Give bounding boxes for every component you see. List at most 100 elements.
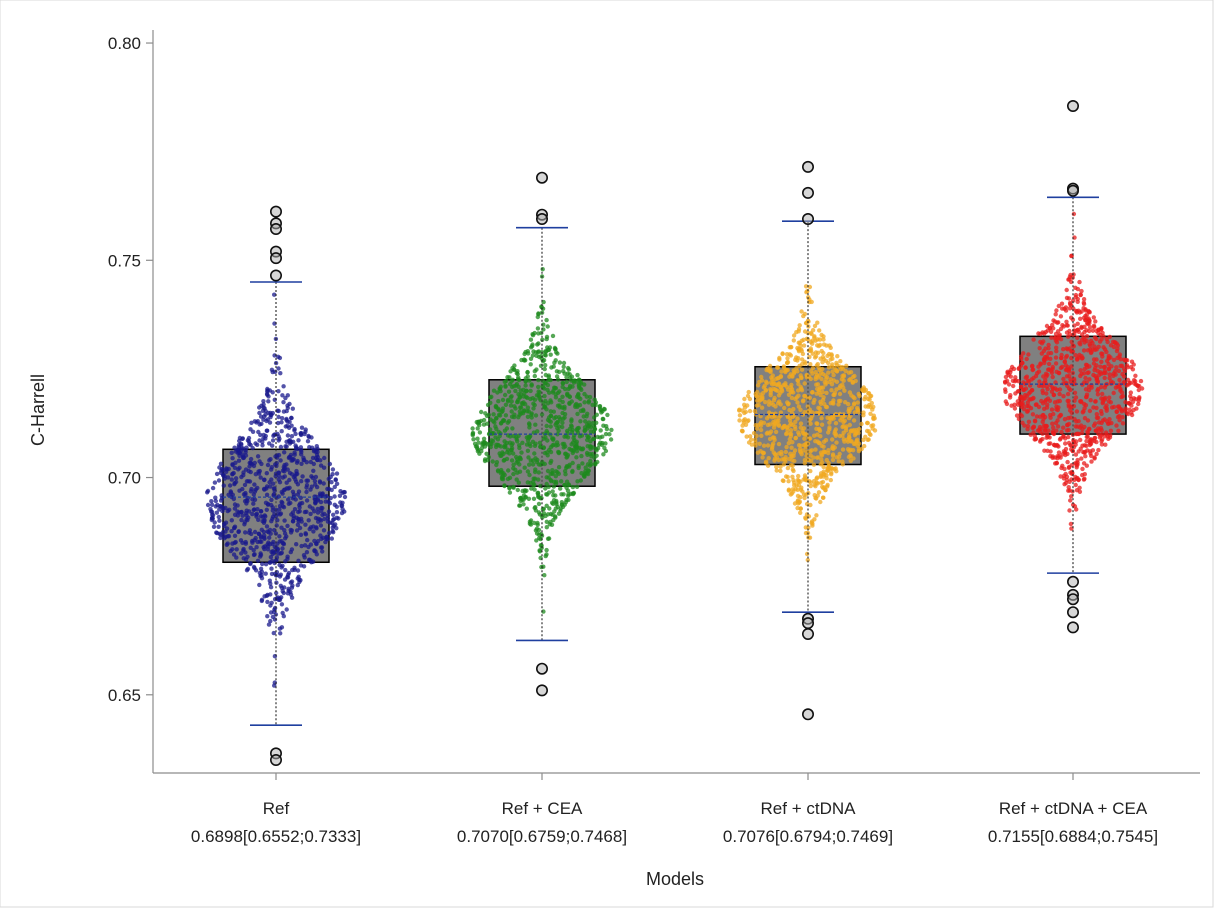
point bbox=[293, 477, 298, 482]
point bbox=[339, 503, 345, 508]
point bbox=[1077, 425, 1083, 430]
point bbox=[267, 441, 272, 446]
point bbox=[791, 406, 796, 412]
point bbox=[216, 478, 222, 483]
point bbox=[527, 378, 532, 383]
point bbox=[864, 420, 870, 426]
outlier-point bbox=[1067, 621, 1080, 634]
point bbox=[557, 405, 562, 410]
point bbox=[1066, 296, 1072, 301]
point bbox=[535, 342, 540, 347]
point bbox=[248, 469, 253, 475]
point bbox=[841, 430, 846, 435]
point bbox=[567, 462, 572, 467]
point bbox=[784, 444, 789, 450]
point bbox=[474, 419, 479, 425]
point bbox=[296, 438, 301, 443]
point bbox=[1058, 314, 1064, 319]
point bbox=[263, 571, 268, 576]
point bbox=[320, 512, 325, 517]
point bbox=[315, 506, 320, 512]
point bbox=[1111, 357, 1117, 363]
point bbox=[509, 379, 514, 384]
data-label: 0.7076[0.6794;0.7469] bbox=[723, 827, 893, 846]
outlier-point bbox=[535, 213, 548, 226]
point bbox=[266, 540, 271, 545]
point bbox=[780, 351, 785, 356]
point bbox=[258, 432, 263, 438]
point bbox=[246, 479, 251, 484]
point bbox=[1085, 429, 1090, 434]
point bbox=[1067, 508, 1072, 513]
point bbox=[562, 404, 567, 409]
point bbox=[264, 471, 269, 476]
point bbox=[1038, 429, 1043, 435]
point bbox=[1046, 342, 1051, 348]
point bbox=[1002, 379, 1008, 384]
point bbox=[819, 416, 824, 421]
point bbox=[556, 511, 562, 516]
point bbox=[274, 590, 279, 596]
point bbox=[1087, 342, 1092, 347]
point bbox=[1076, 477, 1081, 483]
point bbox=[1088, 437, 1094, 442]
point bbox=[562, 415, 567, 420]
point bbox=[240, 452, 245, 457]
point bbox=[267, 527, 273, 533]
point bbox=[1044, 374, 1049, 379]
point bbox=[497, 413, 503, 418]
point bbox=[1092, 435, 1098, 441]
point bbox=[222, 523, 227, 529]
point bbox=[1067, 306, 1073, 311]
point bbox=[1073, 395, 1079, 400]
point bbox=[1125, 377, 1131, 383]
point bbox=[543, 349, 549, 354]
point bbox=[801, 343, 807, 348]
point bbox=[285, 591, 291, 596]
point bbox=[302, 555, 307, 560]
point bbox=[1094, 375, 1100, 381]
point bbox=[604, 426, 610, 432]
point bbox=[299, 452, 304, 457]
point bbox=[294, 528, 300, 533]
point bbox=[283, 424, 288, 429]
point bbox=[229, 450, 234, 455]
point bbox=[540, 515, 545, 520]
point bbox=[562, 482, 567, 488]
point bbox=[760, 390, 766, 396]
point bbox=[267, 480, 272, 485]
point bbox=[218, 461, 224, 466]
point bbox=[493, 424, 498, 429]
point bbox=[824, 390, 829, 396]
point bbox=[291, 457, 296, 462]
point bbox=[1058, 436, 1063, 441]
point bbox=[267, 535, 272, 540]
point bbox=[1128, 380, 1134, 385]
point bbox=[310, 455, 316, 461]
point bbox=[1099, 442, 1105, 447]
point bbox=[863, 387, 869, 393]
point bbox=[574, 446, 579, 451]
point bbox=[534, 538, 539, 543]
point bbox=[1107, 375, 1112, 381]
point bbox=[1077, 340, 1082, 346]
point bbox=[528, 388, 533, 394]
point bbox=[257, 410, 262, 416]
point bbox=[1043, 346, 1048, 351]
point bbox=[836, 402, 841, 407]
point bbox=[862, 397, 867, 402]
point bbox=[516, 375, 521, 380]
point bbox=[270, 438, 276, 443]
point bbox=[820, 371, 826, 377]
point bbox=[500, 397, 506, 403]
point bbox=[771, 381, 777, 386]
point bbox=[540, 306, 546, 311]
point bbox=[1099, 359, 1104, 364]
point bbox=[315, 454, 320, 460]
point bbox=[1038, 439, 1043, 444]
point bbox=[764, 367, 769, 373]
point bbox=[1071, 298, 1076, 303]
point bbox=[816, 405, 821, 410]
point bbox=[519, 450, 524, 455]
outlier-point bbox=[535, 171, 548, 184]
